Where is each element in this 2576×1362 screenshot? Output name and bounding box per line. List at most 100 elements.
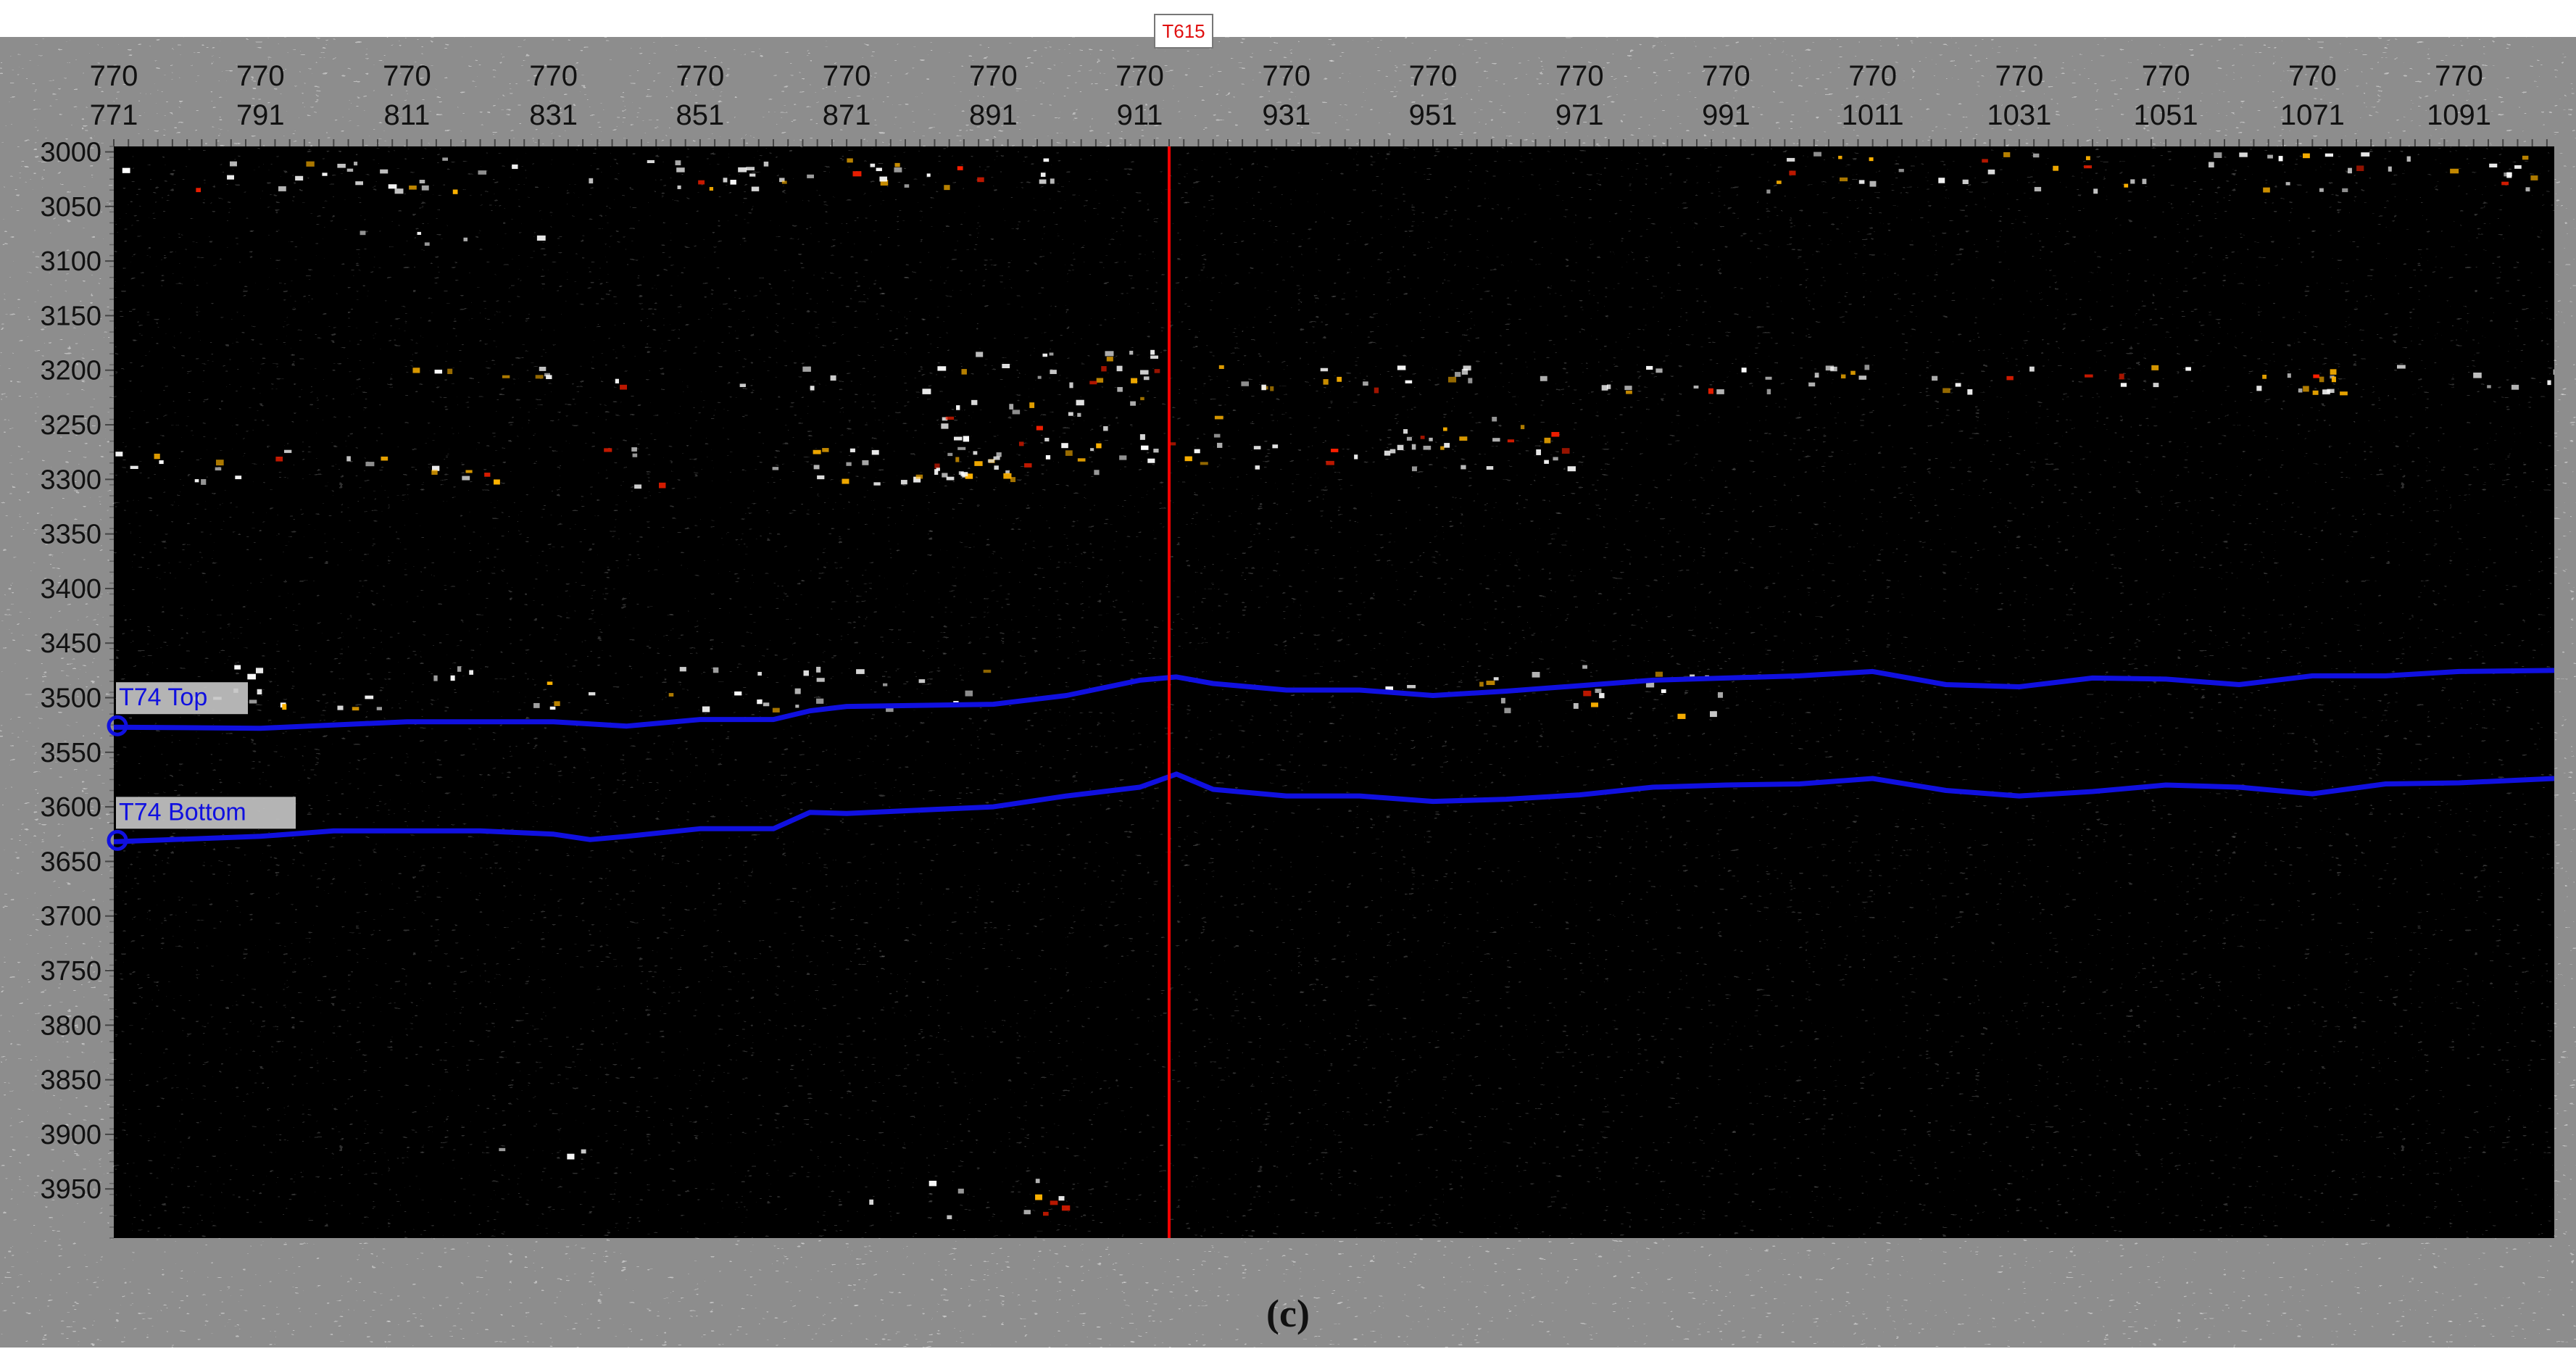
amplitude-speckle <box>973 451 978 455</box>
amplitude-speckle <box>2340 391 2348 396</box>
amplitude-speckle <box>1389 449 1396 454</box>
horizon-anchor-0 <box>107 715 128 736</box>
amplitude-speckle <box>2327 389 2335 394</box>
y-tick-label-0: 3000 <box>40 138 101 168</box>
x-tick-inline-2: 770 <box>383 60 431 92</box>
amplitude-speckle <box>1838 155 1842 159</box>
amplitude-speckle <box>512 164 518 170</box>
amplitude-speckle <box>2083 165 2093 169</box>
amplitude-speckle <box>1010 477 1016 483</box>
amplitude-speckle <box>2120 383 2127 387</box>
x-tick-crossline-5: 871 <box>823 99 871 131</box>
amplitude-speckle <box>2348 167 2352 174</box>
amplitude-speckle <box>983 669 992 673</box>
amplitude-speckle <box>284 449 292 453</box>
amplitude-speckle <box>1119 455 1127 460</box>
amplitude-speckle <box>502 375 510 378</box>
amplitude-speckle <box>2312 390 2319 395</box>
amplitude-speckle <box>1765 376 1772 380</box>
y-tick-label-16: 3800 <box>40 1010 101 1041</box>
amplitude-speckle <box>813 465 820 470</box>
amplitude-speckle <box>1049 352 1054 356</box>
amplitude-speckle <box>2124 183 2129 188</box>
amplitude-speckle <box>679 667 686 672</box>
amplitude-speckle <box>469 670 474 675</box>
amplitude-speckle <box>781 180 787 184</box>
amplitude-speckle <box>2142 178 2147 184</box>
amplitude-speckle <box>876 167 882 172</box>
amplitude-speckle <box>275 456 283 462</box>
amplitude-speckle <box>957 1188 964 1194</box>
amplitude-speckle <box>1813 151 1821 157</box>
amplitude-speckle <box>1955 383 1961 387</box>
amplitude-speckle <box>934 469 939 476</box>
amplitude-speckle <box>1606 384 1611 389</box>
amplitude-speckle <box>2501 181 2509 186</box>
amplitude-speckle <box>794 688 801 694</box>
amplitude-speckle <box>2319 188 2324 192</box>
horizon-labels: T74 Top T74 Bottom <box>107 682 296 851</box>
amplitude-speckle <box>2522 155 2529 160</box>
amplitude-speckle <box>870 163 876 167</box>
x-tick-inline-15: 770 <box>2288 60 2337 92</box>
amplitude-speckle <box>1077 412 1081 418</box>
amplitude-speckle <box>941 423 949 429</box>
amplitude-speckle <box>856 669 865 674</box>
amplitude-speckle <box>533 702 540 708</box>
y-tick-label-2: 3100 <box>40 246 101 277</box>
amplitude-speckle <box>942 417 948 421</box>
amplitude-speckle <box>431 470 438 475</box>
amplitude-speckle <box>2489 163 2498 167</box>
amplitude-speckle <box>739 383 746 387</box>
amplitude-speckle <box>2185 367 2191 371</box>
amplitude-speckle <box>535 375 544 379</box>
amplitude-speckle <box>1982 159 1988 163</box>
amplitude-speckle <box>1139 434 1145 440</box>
x-tick-inline-11: 770 <box>1702 60 1750 92</box>
amplitude-speckle <box>536 235 546 241</box>
amplitude-speckle <box>1540 375 1547 381</box>
amplitude-speckle <box>1154 369 1160 373</box>
well-label-box <box>1154 14 1213 49</box>
amplitude-speckle <box>1532 671 1540 678</box>
amplitude-speckle <box>1405 380 1413 383</box>
amplitude-speckle <box>381 456 389 461</box>
amplitude-speckle <box>816 698 824 704</box>
x-tick-crossline-14: 1051 <box>2134 99 2198 131</box>
amplitude-speckle <box>2331 376 2336 383</box>
x-tick-inline-1: 770 <box>236 60 285 92</box>
y-tick-label-7: 3350 <box>40 520 101 550</box>
amplitude-speckle <box>1459 436 1468 441</box>
x-tick-inline-14: 770 <box>2142 60 2190 92</box>
amplitude-speckle <box>442 157 448 161</box>
amplitude-speckle <box>547 681 553 685</box>
amplitude-speckle <box>846 462 852 466</box>
x-tick-inline-4: 770 <box>676 60 725 92</box>
amplitude-speckle <box>421 185 429 191</box>
amplitude-speckle <box>928 1180 937 1187</box>
amplitude-speckle <box>1037 375 1042 379</box>
amplitude-speckle <box>1129 350 1134 355</box>
amplitude-speckle <box>2397 365 2406 369</box>
x-tick-inline-7: 770 <box>1115 60 1164 92</box>
amplitude-speckle <box>668 693 674 697</box>
amplitude-speckle <box>1096 443 1102 449</box>
amplitude-speckle <box>2285 182 2290 186</box>
amplitude-speckle <box>1710 711 1717 718</box>
y-tick-label-8: 3400 <box>40 574 101 605</box>
amplitude-speckle <box>1553 457 1558 461</box>
amplitude-speckle <box>945 416 955 420</box>
amplitude-speckle <box>278 186 286 191</box>
amplitude-layer <box>115 151 2554 1219</box>
amplitude-speckle <box>1116 365 1123 372</box>
amplitude-speckle <box>1869 157 1874 162</box>
amplitude-speckle <box>1486 681 1495 686</box>
amplitude-speckle <box>159 460 164 465</box>
amplitude-speckle <box>1147 458 1155 463</box>
amplitude-speckle <box>1363 381 1368 386</box>
amplitude-speckle <box>620 384 627 390</box>
amplitude-speckle <box>1468 378 1473 383</box>
amplitude-speckle <box>2511 384 2519 390</box>
amplitude-speckle <box>1741 368 1747 373</box>
y-tick-label-15: 3750 <box>40 956 101 987</box>
